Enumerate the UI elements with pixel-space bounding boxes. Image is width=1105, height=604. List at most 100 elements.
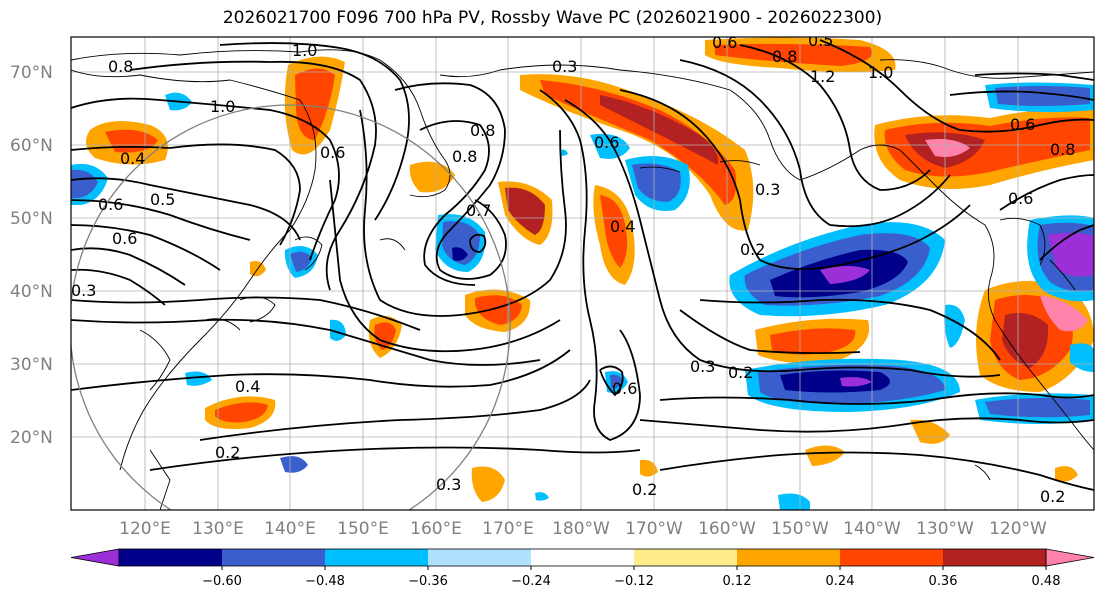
contour-label: 0.8 [452, 147, 477, 166]
pv-contours [71, 39, 1094, 491]
colorbar-tick-label: −0.24 [511, 574, 551, 589]
positive-anomaly-region [1040, 295, 1088, 332]
lon-label: 120°E [119, 519, 171, 539]
positive-anomaly-region [1002, 312, 1049, 368]
colorbar-frame [118, 548, 1047, 567]
lon-label: 140°W [843, 519, 901, 539]
contour-label: 0.6 [612, 379, 637, 398]
colorbar-tick-label: 0.48 [1032, 574, 1061, 589]
lat-label: 30°N [10, 355, 53, 375]
negative-anomaly-region [280, 456, 308, 473]
contour-label: 0.6 [112, 229, 137, 248]
negative-anomaly-region [290, 251, 312, 272]
negative-anomaly-region [590, 133, 630, 159]
colorbar-extend-low [70, 548, 120, 567]
lon-label: 170°E [482, 519, 534, 539]
lon-label: 150°E [337, 519, 389, 539]
lat-label: 20°N [10, 428, 53, 448]
negative-anomaly-region [442, 221, 480, 265]
colorbar-segment [737, 549, 841, 566]
colorbar-extend-high [1045, 548, 1095, 567]
positive-anomaly-region [215, 402, 268, 423]
positive-anomaly-region [540, 80, 737, 205]
lon-label: 150°W [771, 519, 829, 539]
contour-label: 0.2 [632, 480, 657, 499]
contour-label: 0.4 [610, 217, 635, 236]
contour-label: 0.6 [98, 195, 123, 214]
positive-anomaly-region [520, 74, 754, 231]
contour-label: 0.6 [712, 33, 737, 52]
colorbar-segment [222, 549, 326, 566]
contour-label: 0.3 [71, 281, 96, 300]
colorbar-segment [428, 549, 532, 566]
contour-label: 0.8 [1050, 140, 1075, 159]
colorbar-segment [943, 549, 1047, 566]
colorbar-tick-label: 0.12 [723, 574, 752, 589]
contour-label: 0.5 [808, 31, 833, 50]
map-title: 2026021700 F096 700 hPa PV, Rossby Wave … [222, 8, 883, 28]
positive-anomaly-region [600, 95, 719, 165]
colorbar-segment [634, 549, 738, 566]
contour-label: 1.2 [810, 67, 835, 86]
contour-label: 0.8 [108, 57, 133, 76]
negative-anomaly-region [944, 304, 965, 348]
contour-label: 0.5 [150, 190, 175, 209]
contour-label: 0.8 [470, 121, 495, 140]
positive-anomaly-region [600, 195, 628, 268]
longitude-labels: 120°E 130°E 140°E 150°E 160°E 170°E 180°… [119, 519, 1047, 539]
contour-label: 0.3 [436, 475, 461, 494]
lat-label: 70°N [10, 63, 53, 83]
contour-label: 0.3 [552, 57, 577, 76]
contour-label: 0.6 [1010, 115, 1035, 134]
lon-label: 160°E [410, 519, 462, 539]
shaded-anomaly-layer [71, 37, 1094, 510]
lon-label: 130°E [192, 519, 244, 539]
negative-anomaly-region [560, 149, 568, 156]
positive-anomaly-region [409, 161, 455, 193]
lat-label: 40°N [10, 282, 53, 302]
colorbar-tick-label: −0.48 [305, 574, 345, 589]
colorbar-segment [325, 549, 429, 566]
contour-label: 0.2 [215, 443, 240, 462]
positive-anomaly-region [471, 466, 505, 502]
negative-anomaly-region [840, 377, 872, 387]
contour-label: 0.3 [690, 357, 715, 376]
colorbar-tick-label: 0.24 [826, 574, 855, 589]
contour-label-layer: 1.0 0.8 0.6 0.5 1.2 1.0 0.8 1.0 0.8 0.6 … [71, 31, 1075, 506]
negative-anomaly-region [780, 370, 890, 393]
negative-anomaly-region [185, 371, 212, 386]
lon-label: 170°W [625, 519, 683, 539]
contour-label: 0.7 [466, 201, 491, 220]
colorbar-tick-label: 0.36 [929, 574, 958, 589]
negative-anomaly-region [1070, 343, 1094, 372]
lat-label: 60°N [10, 136, 53, 156]
range-circle [71, 104, 511, 510]
positive-anomaly-region [770, 328, 856, 355]
lon-label: 130°W [916, 519, 974, 539]
contour-label: 1.0 [868, 63, 893, 82]
lon-label: 120°W [989, 519, 1047, 539]
contour-label: 0.2 [1040, 487, 1065, 506]
colorbar-tick-label: −0.60 [202, 574, 242, 589]
colorbar-segment [531, 549, 635, 566]
contour-label: 0.3 [755, 180, 780, 199]
positive-anomaly-region [805, 445, 845, 466]
graticule [71, 37, 1094, 510]
positive-anomaly-region [925, 139, 970, 157]
colorbar-segment [840, 549, 944, 566]
colorbar-segment [119, 549, 223, 566]
lat-label: 50°N [10, 209, 53, 229]
negative-anomaly-region [452, 247, 468, 261]
negative-anomaly-region [610, 374, 623, 389]
negative-anomaly-region [330, 319, 346, 341]
contour-label: 1.0 [210, 97, 235, 116]
contour-label: 0.2 [728, 363, 753, 382]
contour-label: 0.4 [235, 377, 260, 396]
positive-anomaly-region [715, 43, 872, 66]
positive-anomaly-region [910, 419, 950, 444]
colorbar: −0.60 −0.48 −0.36 −0.24 −0.12 0.12 0.24 0.36 0.4… [70, 548, 1095, 589]
contour-label: 0.8 [772, 47, 797, 66]
colorbar-tick-label: −0.12 [614, 574, 654, 589]
contour-label: 0.6 [594, 133, 619, 152]
